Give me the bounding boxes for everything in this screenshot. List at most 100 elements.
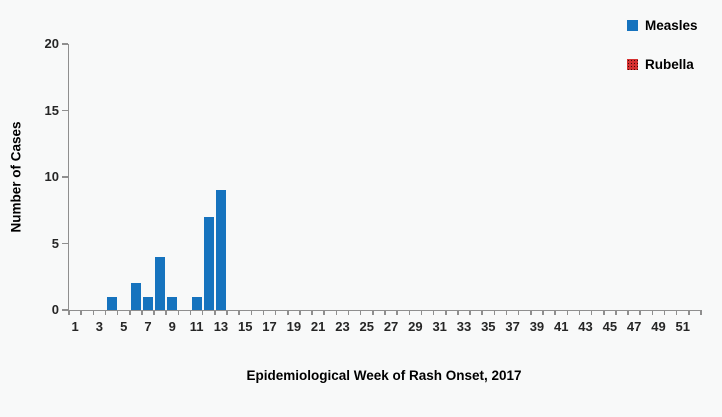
x-axis-tick (627, 310, 629, 315)
x-axis-tick (226, 310, 228, 315)
x-axis-tick (663, 310, 666, 315)
x-axis-tick (189, 310, 192, 315)
x-axis-label-13: 13 (213, 319, 229, 334)
y-axis-tick-10 (62, 176, 68, 178)
x-axis-label-9: 9 (168, 319, 176, 334)
measles-legend-marker-icon (627, 20, 638, 31)
x-axis-label-5: 5 (120, 319, 128, 334)
x-axis-tick (92, 310, 95, 315)
x-axis-tick (129, 310, 131, 315)
x-axis-tick (578, 310, 581, 315)
x-axis-label-49: 49 (651, 319, 666, 334)
x-axis-tick (153, 310, 155, 315)
y-axis-title-text: Number of Cases (8, 121, 24, 233)
x-axis-label-33: 33 (456, 319, 472, 334)
x-axis-tick (214, 310, 216, 315)
x-axis-label-35: 35 (481, 319, 496, 334)
x-axis-tick (384, 310, 386, 315)
x-axis-tick (68, 310, 70, 315)
x-axis-tick (116, 310, 119, 315)
x-axis-tick (177, 310, 180, 315)
x-axis-tick (141, 310, 143, 315)
rubella-legend-label: Rubella (645, 57, 694, 72)
x-axis-tick (688, 310, 690, 315)
y-axis-tick-0 (62, 309, 68, 311)
x-axis-tick (432, 310, 435, 315)
x-axis-tick (104, 310, 107, 315)
x-axis-tick (408, 310, 411, 315)
y-axis-label-10: 10 (44, 169, 59, 184)
x-axis-label-47: 47 (626, 319, 642, 334)
x-axis-tick (603, 310, 605, 315)
x-axis-label-31: 31 (432, 319, 447, 334)
measles-bar-week-8 (155, 256, 166, 310)
measles-bar-week-13 (215, 190, 226, 310)
measles-bar-week-9 (167, 296, 178, 310)
x-axis-tick (493, 310, 496, 315)
x-axis-tick (335, 310, 338, 315)
x-axis-tick (238, 310, 240, 315)
x-axis-title: Epidemiological Week of Rash Onset, 2017 (246, 368, 522, 383)
y-axis-label-0: 0 (51, 302, 59, 317)
x-axis-tick (554, 310, 556, 315)
rubella-legend-marker-icon (627, 59, 638, 70)
x-axis-label-19: 19 (286, 319, 302, 334)
x-axis-tick (590, 310, 593, 315)
x-axis-tick (651, 310, 654, 315)
x-axis-label-39: 39 (529, 319, 545, 334)
y-axis-tick-5 (62, 242, 68, 245)
x-axis-label-43: 43 (578, 319, 593, 334)
x-axis-tick (165, 310, 167, 315)
x-axis-tick (287, 310, 289, 315)
measles-bar-week-7 (143, 296, 153, 310)
x-axis-tick (420, 310, 423, 315)
x-axis-tick (299, 310, 301, 315)
x-axis-label-1: 1 (71, 319, 79, 334)
x-axis-tick (372, 310, 374, 315)
x-axis-label-11: 11 (189, 319, 204, 334)
legend-item-rubella: Rubella (627, 57, 698, 72)
x-axis-tick (311, 310, 313, 315)
x-axis-label-29: 29 (408, 319, 423, 334)
x-axis-tick (250, 310, 253, 315)
x-axis-label-37: 37 (505, 319, 520, 334)
x-axis-tick (530, 310, 532, 315)
x-axis-label-51: 51 (675, 319, 690, 334)
x-axis-label-17: 17 (262, 319, 277, 334)
x-axis-tick (323, 310, 325, 315)
x-axis-tick (505, 310, 508, 315)
x-axis-tick (359, 310, 362, 315)
legend: Measles Rubella (627, 18, 698, 72)
x-axis-label-15: 15 (237, 319, 253, 334)
x-axis-tick (347, 310, 350, 315)
x-axis-label-27: 27 (383, 319, 399, 334)
x-axis-tick (274, 310, 277, 315)
x-axis-tick (481, 310, 483, 315)
measles-legend-label: Measles (645, 18, 698, 33)
x-axis-tick (80, 310, 82, 315)
x-axis-tick (445, 310, 447, 315)
measles-bar-week-6 (130, 283, 141, 310)
x-axis-tick (396, 310, 398, 315)
x-axis-tick (201, 310, 204, 315)
measles-bar-week-12 (203, 216, 214, 310)
y-axis-label-20: 20 (44, 36, 59, 51)
x-axis-tick (517, 310, 520, 315)
y-axis-label-5: 5 (51, 235, 59, 251)
x-axis-tick (457, 310, 459, 315)
measles-bar-week-11 (191, 296, 202, 310)
x-axis-label-23: 23 (335, 319, 350, 334)
measles-bar-week-4 (106, 296, 117, 310)
y-axis-tick-20 (62, 43, 68, 45)
x-axis-tick (675, 310, 678, 315)
x-axis-label-21: 21 (310, 319, 326, 334)
x-axis-tick (615, 310, 617, 315)
x-axis-label-7: 7 (144, 319, 152, 334)
y-axis-label-15: 15 (44, 102, 59, 118)
x-axis-tick (639, 310, 641, 315)
x-axis-tick (542, 310, 544, 315)
plot-area: 0 5 10 15 20 1 3 5 7 9 11 13 15 17 19 21 23 25 27 29 31 33 35 3… (45, 36, 702, 334)
y-axis-tick-15 (62, 109, 68, 112)
x-axis-label-41: 41 (553, 319, 569, 334)
